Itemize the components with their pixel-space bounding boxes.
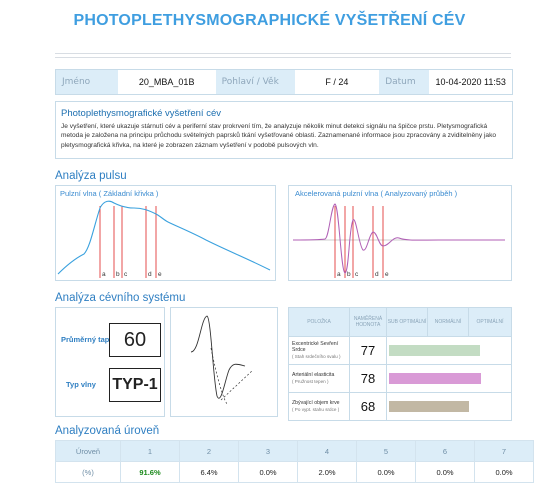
wave-type-graph-panel	[170, 307, 278, 417]
table-row: Zbývající objem krve( Po vypt. stahu srd…	[288, 392, 512, 421]
wave-type-dashed-curve	[210, 347, 228, 405]
row-bar-cell	[386, 364, 512, 393]
divider-bottom	[55, 57, 511, 58]
col-measured: NAMĚŘENÁ HODNOTA	[349, 307, 387, 337]
col-normal: NORMÁLNÍ	[427, 307, 469, 337]
table-row: Excentrické Sevření Srdce( Stah srdečníh…	[288, 336, 512, 365]
patient-gender-age: F / 24	[325, 77, 349, 87]
vascular-summary-panel: Průměrný tap 60 Typ vlny TYP-1	[55, 307, 165, 417]
accel-pulse-curve	[292, 203, 505, 274]
col-suboptimal: SUB OPTIMÁLNÍ	[386, 307, 428, 337]
date-label: Datum	[379, 70, 430, 94]
levels-section-title: Analyzovaná úroveň	[55, 425, 160, 437]
wave-type-curve	[190, 315, 246, 399]
patient-info-bar: Jméno 20_MBA_01B Pohlaví / Věk F / 24 Da…	[55, 69, 513, 95]
marker-label: d	[148, 271, 152, 278]
level-value: 0.0%	[356, 461, 416, 483]
row-bar-cell	[386, 392, 512, 421]
vascular-table: POLOŽKA NAMĚŘENÁ HODNOTA SUB OPTIMÁLNÍ N…	[288, 307, 512, 421]
level-header: 5	[356, 440, 416, 462]
row-value: 68	[349, 392, 387, 421]
pulse-section-title: Analýza pulsu	[55, 170, 127, 182]
col-optimal: OPTIMÁLNÍ	[468, 307, 512, 337]
level-value: 2.0%	[297, 461, 357, 483]
vascular-table-wrap: POLOŽKA NAMĚŘENÁ HODNOTA SUB OPTIMÁLNÍ N…	[288, 307, 512, 421]
marker-label: d	[375, 271, 379, 278]
vascular-section-title: Analýza cévního systému	[55, 292, 186, 304]
marker-label: b	[116, 271, 120, 278]
description-box: Photoplethysmografické vyšetření cév Je …	[55, 101, 513, 159]
wave-type-graph	[190, 315, 254, 405]
marker-label: c	[124, 271, 128, 278]
row-label: Arteriální elasticita( Pružnost tepen )	[288, 364, 350, 393]
level-header: 6	[415, 440, 475, 462]
level-value: 0.0%	[415, 461, 475, 483]
col-item: POLOŽKA	[288, 307, 350, 337]
level-header: 7	[474, 440, 534, 462]
row-value: 78	[349, 364, 387, 393]
marker-label: e	[158, 271, 162, 278]
basic-wave-title: Pulzní vlna ( Základní křivka )	[60, 189, 159, 198]
level-value: 0.0%	[474, 461, 534, 483]
marker-label: a	[337, 271, 341, 278]
level-bar	[389, 373, 481, 384]
level-header: 1	[120, 440, 180, 462]
page-title: PHOTOPLETHYSMOGRAPHICKÉ VYŠETŘENÍ CÉV	[73, 12, 466, 29]
level-value: 91.6%	[120, 461, 180, 483]
wave-type-value: TYP-1	[109, 368, 161, 402]
marker-label: c	[355, 271, 359, 278]
marker-label: b	[347, 271, 351, 278]
level-value: 6.4%	[179, 461, 239, 483]
level-bar	[389, 345, 480, 356]
row-bar-cell	[386, 336, 512, 365]
vascular-table-header: POLOŽKA NAMĚŘENÁ HODNOTA SUB OPTIMÁLNÍ N…	[288, 307, 512, 337]
row-label: Zbývající objem krve( Po vypt. stahu srd…	[288, 392, 350, 421]
levels-row-label: (%)	[55, 461, 121, 483]
accel-wave-title: Akcelerovaná pulzní vlna ( Analyzovaný p…	[295, 189, 458, 198]
level-value: 0.0%	[238, 461, 298, 483]
level-header: 2	[179, 440, 239, 462]
avg-type-label: Průměrný tap	[61, 335, 110, 344]
table-row: Arteriální elasticita( Pružnost tepen ) …	[288, 364, 512, 393]
levels-table-wrap: Úroveň 1 2 3 4 5 6 7 (%) 91.6% 6.4% 0.0%…	[55, 440, 534, 483]
patient-name: 20_MBA_01B	[138, 77, 195, 87]
accel-wave-panel: Akcelerovaná pulzní vlna ( Analyzovaný p…	[288, 185, 512, 281]
row-label: Excentrické Sevření Srdce( Stah srdečníh…	[288, 336, 350, 365]
marker-label: a	[102, 271, 106, 278]
levels-header-row: Úroveň 1 2 3 4 5 6 7	[55, 440, 534, 462]
wave-type-label: Typ vlny	[66, 380, 96, 389]
avg-type-value: 60	[109, 323, 161, 357]
divider-top	[55, 53, 511, 54]
row-value: 77	[349, 336, 387, 365]
description-title: Photoplethysmografické vyšetření cév	[61, 108, 221, 119]
level-header: 4	[297, 440, 357, 462]
level-bar	[389, 401, 469, 412]
description-text: Je vyšetření, které ukazuje stárnutí cév…	[61, 123, 497, 149]
levels-header-label: Úroveň	[55, 440, 121, 462]
level-header: 3	[238, 440, 298, 462]
name-label: Jméno	[56, 70, 118, 94]
exam-date: 10-04-2020 11:53	[435, 77, 506, 87]
gender-age-label: Pohlaví / Věk	[215, 70, 295, 94]
basic-pulse-curve	[57, 200, 271, 275]
levels-value-row: (%) 91.6% 6.4% 0.0% 2.0% 0.0% 0.0% 0.0%	[55, 461, 534, 483]
wave-type-dashed-line	[220, 369, 254, 401]
marker-label: e	[385, 271, 389, 278]
levels-table: Úroveň 1 2 3 4 5 6 7 (%) 91.6% 6.4% 0.0%…	[55, 440, 534, 483]
